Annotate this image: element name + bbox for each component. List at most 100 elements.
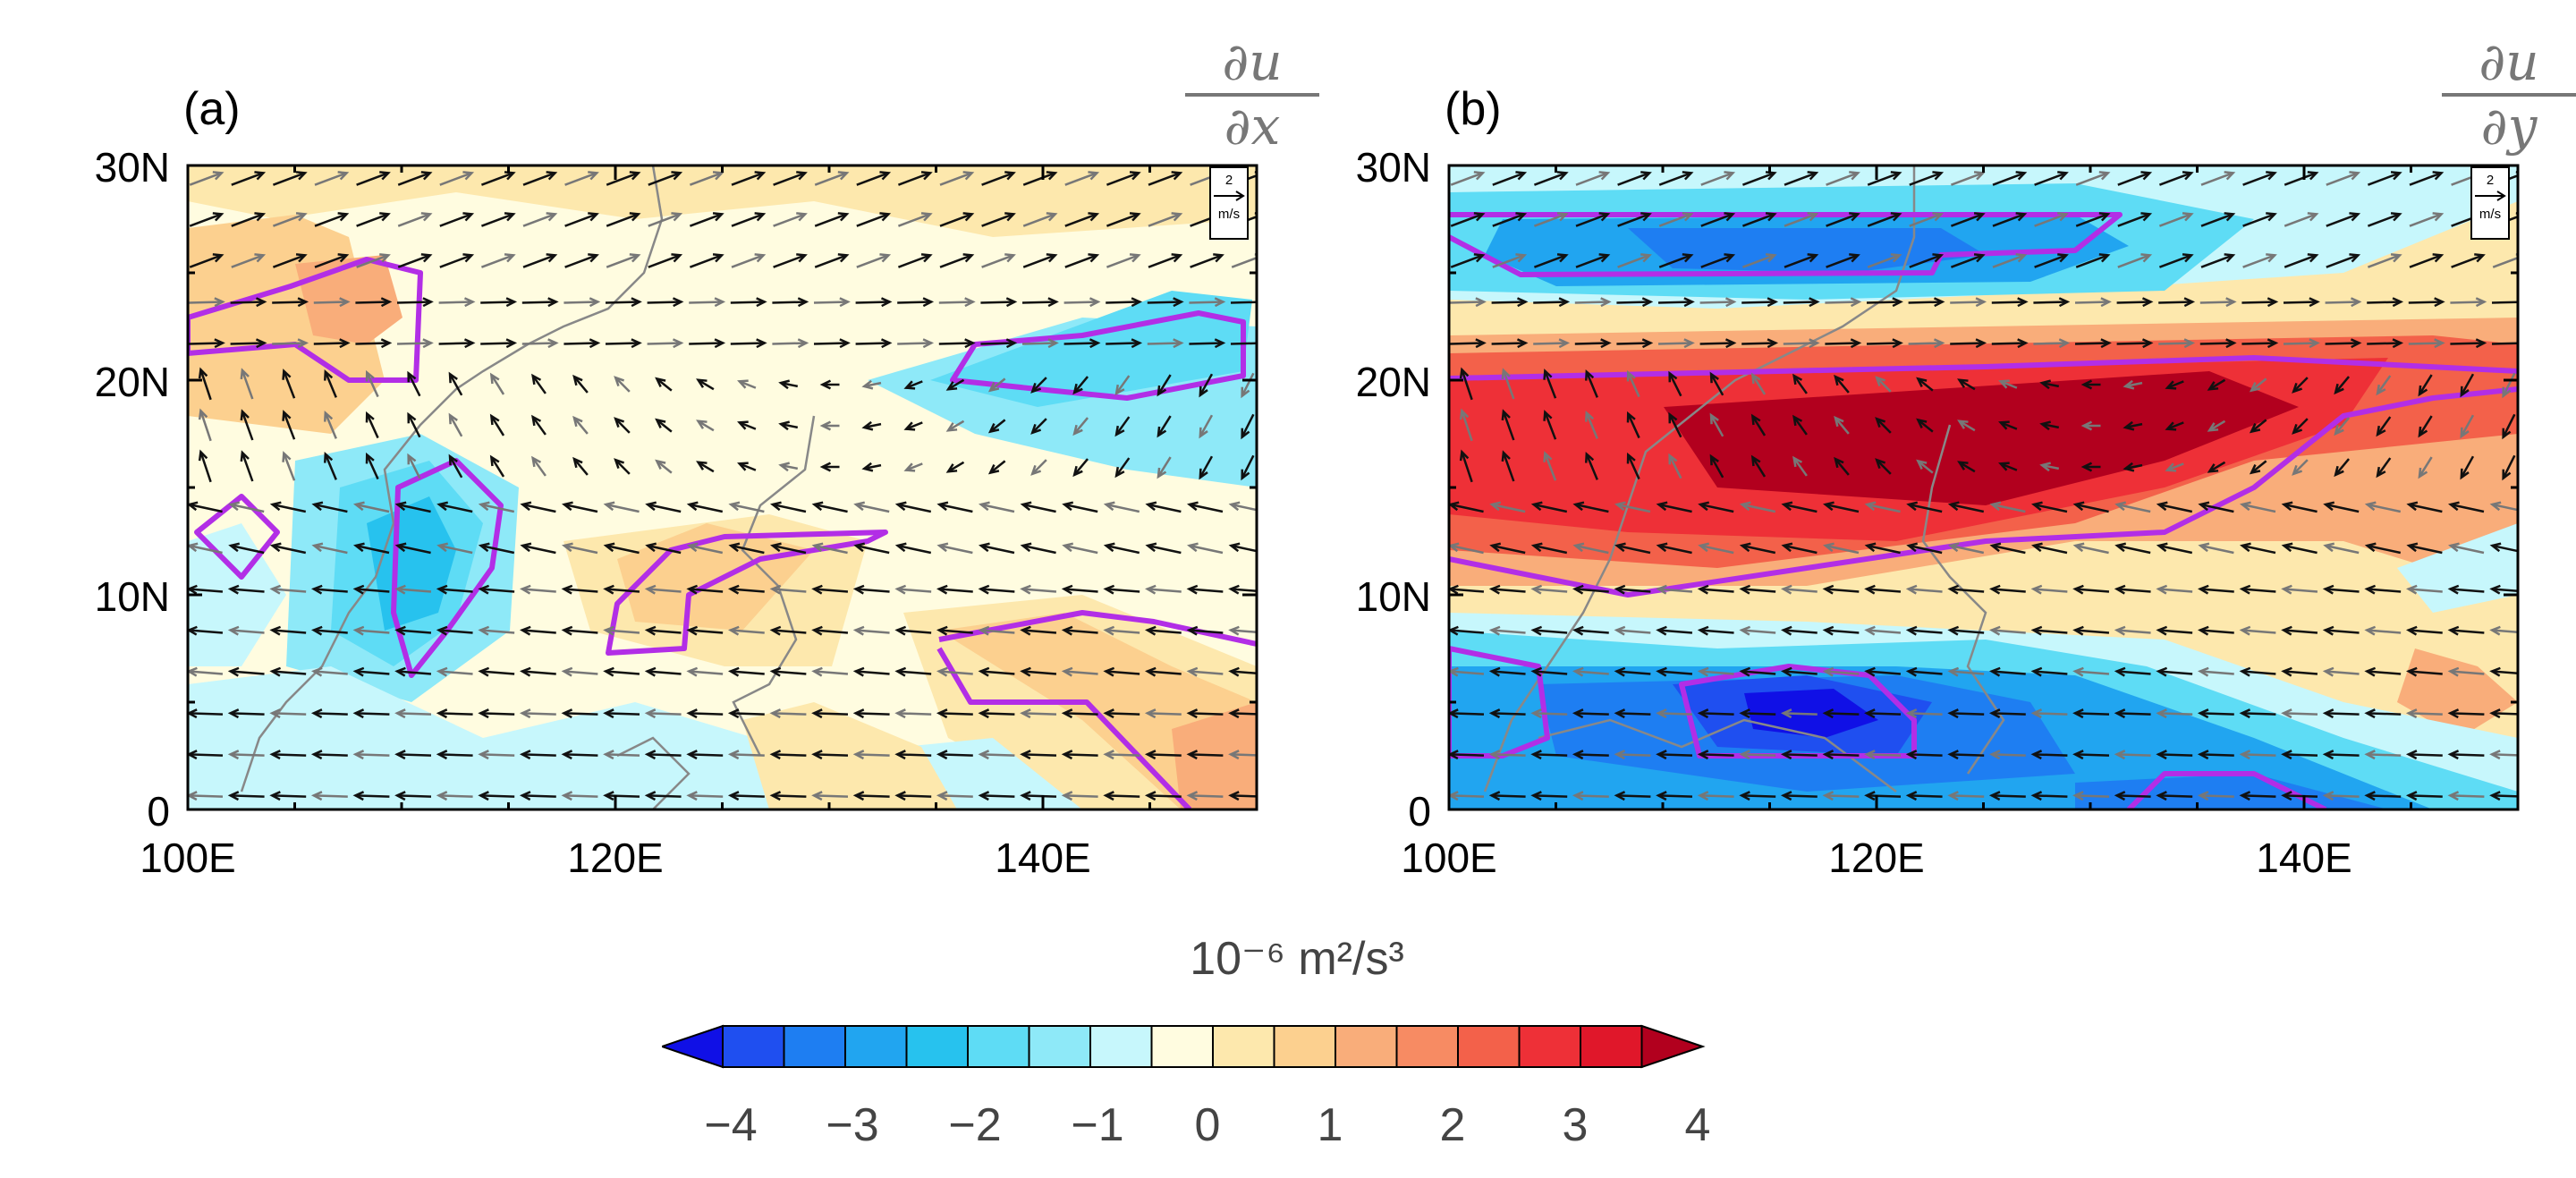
- wind-vector-head: [2080, 462, 2093, 472]
- wind-vector-head: [1186, 666, 1199, 677]
- wind-vector-head: [2267, 338, 2279, 349]
- wind-vector-head: [1572, 708, 1584, 719]
- wind-vector: [739, 380, 757, 389]
- wind-vector-head: [394, 625, 406, 636]
- wind-vector-head: [2123, 420, 2135, 431]
- wind-vector-head: [295, 171, 308, 181]
- wind-vector: [2158, 254, 2192, 268]
- wind-vector-head: [1005, 297, 1018, 308]
- wind-vector-head: [297, 297, 309, 308]
- wind-vector-head: [1975, 338, 1987, 349]
- wind-vector-head: [1228, 501, 1241, 512]
- wind-vector: [1544, 411, 1557, 440]
- wind-vector-head: [478, 584, 490, 595]
- wind-vector: [2033, 794, 2068, 798]
- wind-vector-head: [2182, 253, 2194, 263]
- wind-vector-head: [1780, 791, 1792, 801]
- wind-vector: [2116, 544, 2151, 555]
- colorbar-swatch: [844, 1025, 908, 1068]
- wind-vector: [647, 670, 682, 675]
- wind-vector-head: [1807, 253, 1819, 263]
- wind-vector: [1031, 418, 1047, 434]
- wind-vector-head: [282, 369, 292, 380]
- wind-vector-head: [422, 297, 434, 308]
- wind-vector: [564, 503, 598, 513]
- wind-vector: [1449, 794, 1485, 798]
- wind-vector-head: [2323, 501, 2335, 512]
- wind-vector: [1657, 794, 1693, 798]
- wind-vector: [1658, 213, 1692, 227]
- wind-vector: [938, 544, 973, 555]
- wind-vector: [2241, 588, 2276, 593]
- wind-vector-head: [1973, 253, 1986, 263]
- wind-vector-head: [737, 379, 749, 389]
- wind-vector-head: [1998, 420, 2010, 430]
- wind-vector: [2199, 301, 2234, 304]
- wind-vector-head: [894, 501, 907, 512]
- wind-vector-head: [1543, 451, 1553, 462]
- wind-vector-head: [1656, 542, 1668, 553]
- wind-vector-head: [712, 212, 724, 222]
- wind-vector-head: [546, 212, 558, 222]
- wind-vector-head: [2057, 212, 2069, 222]
- wind-vector-head: [1214, 338, 1226, 349]
- wind-vector-head: [852, 750, 865, 760]
- wind-vector: [1106, 172, 1140, 186]
- wind-vector-head: [520, 542, 532, 553]
- wind-vector: [397, 213, 431, 227]
- wind-vector-head: [546, 253, 558, 263]
- wind-vector-head: [2123, 379, 2135, 390]
- wind-vector-head: [255, 297, 267, 308]
- wind-vector-head: [1905, 666, 1918, 677]
- wind-vector-head: [324, 410, 334, 422]
- wind-vector-head: [2364, 501, 2377, 512]
- wind-vector-head: [686, 542, 699, 553]
- wind-vector-head: [2072, 542, 2085, 553]
- wind-vector: [1585, 412, 1598, 439]
- wind-vector: [2074, 670, 2110, 675]
- wind-vector-head: [880, 338, 893, 349]
- wind-vector: [438, 794, 473, 798]
- wind-vector-head: [936, 584, 948, 595]
- wind-vector: [490, 374, 505, 395]
- wind-vector: [1063, 301, 1098, 304]
- wind-vector-head: [2364, 584, 2377, 595]
- wind-vector-head: [1850, 338, 1862, 349]
- wind-vector-head: [394, 584, 406, 595]
- wind-vector: [1917, 377, 1934, 392]
- colorbar-swatch: [1089, 1025, 1153, 1068]
- wind-vector-head: [2309, 297, 2320, 308]
- wind-vector: [897, 301, 932, 304]
- wind-vector: [1699, 629, 1734, 634]
- wind-vector-head: [811, 584, 823, 595]
- wind-vector: [272, 588, 307, 593]
- wind-vector-head: [903, 421, 916, 431]
- wind-vector: [813, 629, 849, 634]
- wind-vector: [1783, 670, 1818, 675]
- wind-vector-head: [519, 750, 531, 760]
- wind-vector: [1157, 415, 1172, 436]
- wind-vector-head: [310, 708, 323, 719]
- wind-vector-head: [394, 501, 407, 512]
- wind-vector: [1741, 753, 1776, 757]
- wind-vector: [1616, 503, 1651, 513]
- wind-vector: [2166, 421, 2184, 430]
- wind-vector: [2250, 419, 2267, 433]
- wind-vector: [773, 172, 806, 186]
- wind-vector-head: [1228, 750, 1240, 760]
- wind-vector-head: [2405, 708, 2418, 719]
- wind-vector-head: [796, 253, 808, 263]
- wind-vector: [1533, 503, 1568, 513]
- wind-vector: [1909, 213, 1942, 227]
- colorbar-label-neg4: −4: [704, 1099, 758, 1151]
- wind-vector-head: [589, 338, 601, 349]
- wind-vector-head: [696, 378, 708, 388]
- wind-vector: [856, 254, 889, 268]
- wind-vector-head: [2266, 212, 2277, 222]
- wind-vector-head: [1724, 212, 1736, 222]
- wind-vector: [606, 544, 640, 555]
- wind-vector: [1783, 712, 1818, 716]
- panel-b-derivative-label: ∂u ∂y: [2442, 36, 2576, 152]
- wind-vector: [1022, 254, 1056, 268]
- wind-vector: [2283, 588, 2318, 593]
